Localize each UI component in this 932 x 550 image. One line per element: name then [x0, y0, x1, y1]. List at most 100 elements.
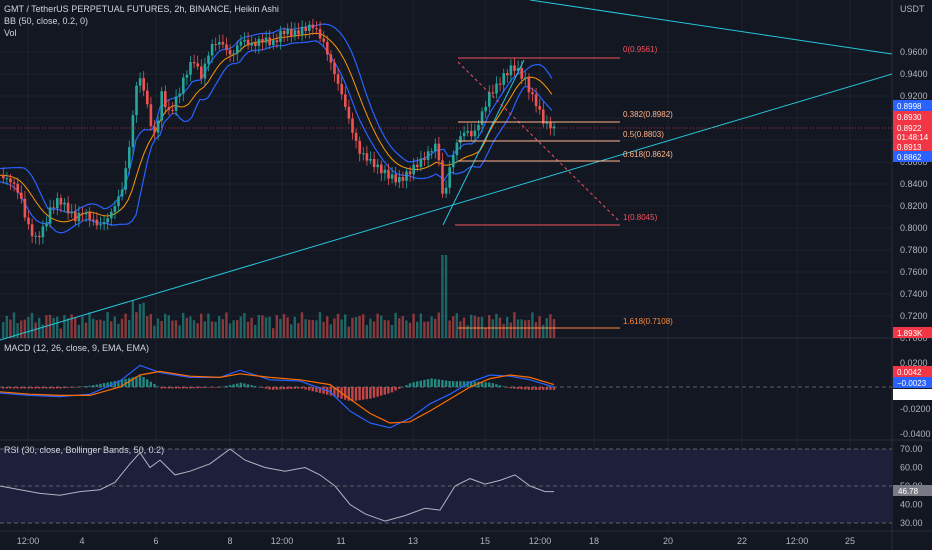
price-tag: 1.893K: [897, 329, 923, 338]
volume-bar: [164, 313, 167, 338]
macd-histogram-bar: [196, 387, 199, 389]
candle-body: [110, 211, 113, 219]
candle-body: [250, 43, 253, 46]
volume-bar: [394, 312, 397, 338]
macd-histogram-bar: [426, 379, 430, 387]
volume-bar: [534, 322, 538, 338]
candle-body: [336, 74, 340, 84]
macd-histogram-bar: [491, 383, 494, 387]
macd-histogram-bar: [12, 387, 16, 389]
price-tick: 0.8000: [900, 223, 928, 233]
volume-bar: [246, 321, 250, 338]
volume-bar: [506, 316, 509, 338]
macd-tick: -0.0400: [900, 429, 931, 439]
macd-histogram-bar: [59, 387, 62, 389]
candle-body: [444, 187, 448, 194]
macd-histogram-bar: [462, 381, 466, 387]
macd-histogram-bar: [480, 382, 484, 387]
candle-body: [297, 30, 300, 35]
macd-histogram-bar: [549, 387, 552, 390]
macd-histogram-bar: [444, 380, 448, 387]
candle-body: [279, 30, 282, 43]
volume-bar: [308, 319, 311, 338]
legend-rsi[interactable]: RSI (30, close, Bollinger Bands, 50, 0.2…: [4, 445, 164, 455]
ascending-trendline[interactable]: [0, 73, 893, 341]
macd-histogram-bar: [117, 380, 120, 387]
macd-histogram-bar: [38, 387, 41, 389]
descending-trendline[interactable]: [529, 0, 893, 55]
volume-bar: [250, 317, 253, 338]
macd-histogram-bar: [149, 381, 152, 387]
time-axis[interactable]: 12:00 4 6 8 12:00 11 13 15 12:00 18 20 22 12:00 25: [17, 536, 855, 546]
volume-bar: [272, 328, 275, 338]
volume-bar: [174, 320, 178, 338]
candle-body: [160, 91, 163, 121]
candle-body: [531, 92, 534, 95]
candle-body: [74, 211, 77, 222]
macd-histogram-bar: [412, 382, 415, 387]
price-axis-currency[interactable]: USDT: [900, 4, 925, 14]
volume-bar: [527, 319, 530, 338]
volume-bar: [257, 315, 260, 338]
candle-body: [462, 132, 466, 137]
candle-body: [9, 178, 12, 183]
candle-body: [527, 77, 531, 93]
price-tag: 0.8913: [897, 143, 922, 152]
legend-macd[interactable]: MACD (12, 26, close, 9, EMA, EMA): [4, 343, 149, 353]
candle-body: [135, 85, 138, 116]
volume-bar: [16, 323, 19, 338]
candle-body: [41, 226, 45, 238]
macd-histogram-bar: [329, 387, 332, 396]
volume-bar: [275, 315, 278, 338]
time-tick: 12:00: [786, 536, 809, 546]
volume-bar: [423, 321, 426, 338]
candle-body: [408, 171, 412, 175]
candle-body: [246, 39, 250, 46]
chart-title[interactable]: GMT / TetherUS PERPETUAL FUTURES, 2h, BI…: [4, 4, 279, 14]
macd-histogram-bar: [455, 381, 458, 387]
legend-bb[interactable]: BB (50, close, 0.2, 0): [4, 16, 88, 26]
time-tick: 11: [336, 536, 345, 546]
volume-bar: [347, 326, 350, 338]
legend-vol[interactable]: Vol: [4, 28, 17, 38]
candle-body: [437, 143, 441, 161]
candle-body: [502, 73, 505, 85]
macd-histogram-bar: [250, 385, 253, 387]
candle-body: [66, 202, 70, 214]
candle-body: [45, 223, 48, 227]
candle-body: [171, 109, 174, 111]
macd-histogram-bar: [506, 387, 509, 388]
volume-bar: [538, 316, 541, 338]
volume-bar: [340, 319, 343, 338]
volume-bar: [189, 316, 192, 338]
macd-histogram-bar: [92, 385, 95, 387]
macd-histogram-bar: [376, 387, 379, 397]
macd-histogram-bar: [293, 387, 296, 389]
volume-bar: [5, 315, 8, 338]
volume-bar: [333, 318, 336, 338]
price-axis[interactable]: 0.96000.94000.92000.90000.88000.86000.84…: [900, 47, 928, 343]
macd-histogram-bar: [246, 384, 250, 387]
price-tick: 0.7400: [900, 289, 928, 299]
candle-body: [138, 78, 142, 86]
macd-histogram-bar: [362, 387, 365, 400]
candle-body: [369, 158, 372, 161]
fib-trend-dashed[interactable]: [457, 61, 621, 223]
macd-tick: 0.0200: [900, 358, 928, 368]
macd-histogram-bar: [545, 387, 548, 390]
macd-histogram-bar: [473, 381, 476, 387]
volume-bar: [484, 327, 487, 338]
volume-bar: [124, 313, 127, 338]
fib-base-trendline[interactable]: [442, 59, 525, 226]
candle-body: [419, 158, 423, 168]
fibonacci-retracement[interactable]: 0(0.9561) 0.382(0.8982) 0.5(0.8803) 0.61…: [455, 45, 673, 329]
candle-body: [70, 211, 73, 214]
volume-bar: [365, 325, 368, 338]
candle-body: [214, 43, 217, 45]
volume-bar: [243, 313, 246, 338]
candle-body: [59, 198, 63, 205]
macd-histogram-bar: [52, 387, 55, 389]
volume-bar: [336, 313, 340, 338]
